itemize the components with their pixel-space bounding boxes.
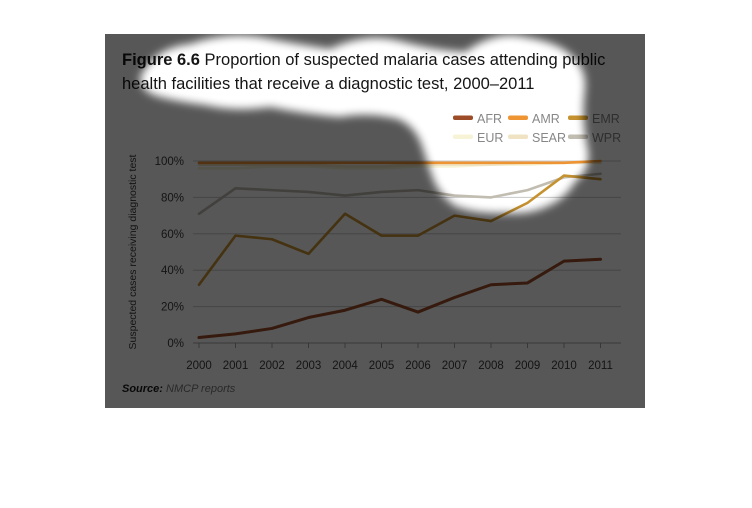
dim-overlay <box>105 34 645 408</box>
figure-panel: 0%20%40%60%80%100% 200020012002200320042… <box>105 34 645 408</box>
malaria-diagnostic-test-chart: 0%20%40%60%80%100% 200020012002200320042… <box>105 34 645 408</box>
